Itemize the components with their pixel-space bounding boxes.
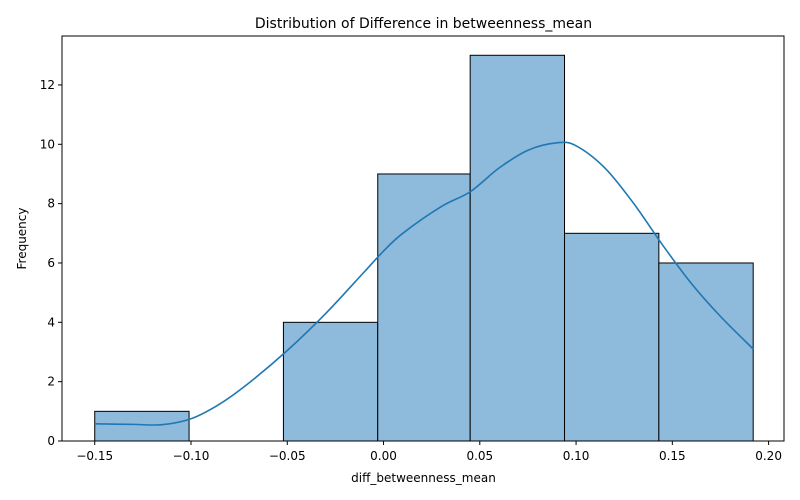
x-tick-label: 0.20 — [755, 449, 782, 463]
histogram-bar-3 — [377, 173, 471, 442]
y-tick-label: 10 — [40, 137, 55, 151]
x-tick-label: 0.05 — [466, 449, 493, 463]
plot-frame — [61, 35, 785, 442]
y-tick-label: 8 — [47, 197, 55, 211]
y-tick-label: 12 — [40, 78, 55, 92]
x-tick-label: 0.15 — [659, 449, 686, 463]
y-axis-label: Frequency — [15, 208, 29, 270]
histogram-bar-0 — [94, 410, 190, 442]
x-axis: −0.15 −0.10 −0.05 0.00 0.05 0.10 0.15 0.20 — [76, 441, 782, 463]
x-tick-label: −0.10 — [173, 449, 210, 463]
histogram-bar-2 — [282, 321, 379, 442]
histogram-bar-5 — [564, 232, 660, 442]
histogram-bar-6 — [658, 262, 754, 442]
y-axis: 0 2 4 6 8 10 12 — [40, 78, 62, 448]
y-tick-label: 6 — [47, 256, 55, 270]
chart-title: Distribution of Difference in betweennes… — [255, 16, 592, 32]
y-tick-label: 4 — [47, 315, 55, 329]
x-tick-label: 0.10 — [563, 449, 590, 463]
kde-curve — [94, 141, 754, 426]
x-tick-label: −0.15 — [76, 449, 113, 463]
bars-layer — [94, 54, 754, 442]
x-tick-label: −0.05 — [269, 449, 306, 463]
y-tick-label: 2 — [47, 375, 55, 389]
x-tick-label: 0.00 — [370, 449, 397, 463]
x-axis-label: diff_betweenness_mean — [351, 471, 496, 485]
histogram-bar-4 — [469, 54, 566, 442]
y-tick-label: 0 — [47, 434, 55, 448]
